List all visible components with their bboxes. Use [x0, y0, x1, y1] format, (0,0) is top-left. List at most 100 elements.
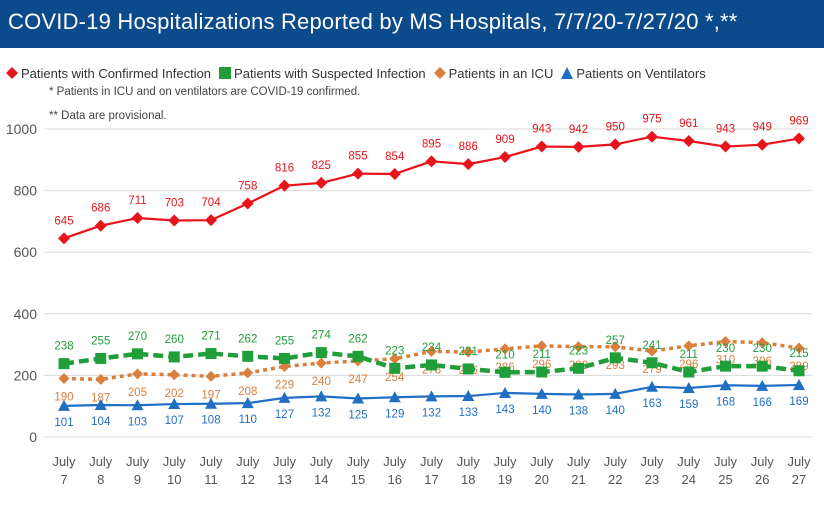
triangle-icon [561, 67, 574, 79]
data-label: 240 [312, 376, 331, 388]
data-label: 138 [569, 405, 588, 417]
series-line-1 [63, 350, 800, 375]
data-point-marker [352, 167, 364, 180]
data-label: 262 [238, 333, 257, 345]
x-tick-label: July [236, 454, 260, 469]
data-label: 271 [201, 331, 220, 343]
data-label: 140 [606, 405, 625, 417]
data-point-marker [572, 388, 585, 400]
diamond-icon [433, 67, 446, 79]
x-tick-label: July [126, 454, 150, 469]
data-label: 703 [165, 197, 184, 209]
x-tick-label: 12 [241, 472, 255, 487]
x-tick-label: 19 [498, 472, 512, 487]
x-tick-label: July [346, 454, 370, 469]
legend-label-suspected: Patients with Suspected Infection [234, 65, 426, 81]
legend-item-suspected: Patients with Suspected Infection [219, 66, 426, 81]
data-point-marker [352, 350, 364, 362]
x-tick-label: 27 [792, 472, 806, 487]
data-label: 975 [642, 114, 661, 126]
data-label: 257 [606, 335, 625, 347]
data-label: 210 [495, 349, 514, 361]
legend-item-confirmed: Patients with Confirmed Infection [6, 66, 211, 81]
data-point-marker [535, 387, 548, 399]
x-tick-label: July [567, 454, 591, 469]
data-label: 247 [348, 374, 367, 386]
data-label: 704 [201, 197, 221, 209]
legend-item-ventilators: Patients on Ventilators [561, 66, 706, 81]
data-point-marker [573, 362, 584, 374]
data-point-marker [756, 337, 768, 349]
x-tick-label: 14 [314, 472, 328, 487]
data-label: 950 [606, 121, 625, 133]
data-point-marker [388, 167, 401, 180]
x-tick-label: July [383, 454, 407, 469]
data-point-marker [168, 351, 180, 363]
data-point-marker [499, 343, 511, 355]
y-tick-label: 400 [14, 306, 38, 322]
data-label: 129 [385, 408, 404, 420]
x-tick-label: 13 [277, 472, 291, 487]
data-label: 127 [275, 409, 294, 421]
data-point-marker [168, 369, 180, 381]
data-label: 255 [91, 335, 110, 347]
data-label: 125 [348, 410, 367, 422]
data-point-marker [426, 345, 437, 357]
y-tick-label: 0 [29, 429, 37, 445]
x-tick-label: July [493, 454, 517, 469]
data-point-marker [278, 391, 291, 403]
legend-label-icu: Patients in an ICU [448, 65, 554, 81]
data-label: 230 [716, 343, 735, 355]
data-label: 202 [165, 388, 184, 400]
x-tick-label: July [163, 454, 187, 469]
data-point-marker [168, 398, 181, 410]
x-tick-label: 18 [461, 472, 475, 487]
data-point-marker [242, 367, 254, 379]
data-label: 825 [312, 160, 331, 172]
data-point-marker [132, 348, 143, 360]
x-tick-label: July [199, 454, 223, 469]
data-point-marker [572, 140, 585, 153]
data-label: 205 [128, 387, 147, 399]
data-label: 110 [239, 414, 257, 426]
data-label: 241 [642, 340, 661, 352]
data-point-marker [462, 363, 474, 375]
data-point-marker [720, 360, 731, 372]
x-tick-label: 7 [60, 472, 67, 487]
data-label: 187 [91, 392, 110, 404]
data-point-marker [683, 340, 695, 352]
diamond-icon [6, 67, 18, 79]
data-point-marker [241, 197, 254, 210]
data-label: 197 [201, 389, 220, 401]
data-label: 221 [459, 346, 478, 358]
x-tick-label: 23 [645, 472, 659, 487]
data-label: 223 [569, 345, 588, 357]
data-point-marker [573, 341, 584, 353]
data-point-marker [315, 176, 328, 189]
x-tick-label: July [457, 454, 481, 469]
data-point-marker [682, 382, 695, 394]
data-point-marker [389, 353, 401, 365]
y-tick-label: 1000 [6, 121, 37, 137]
x-tick-label: July [273, 454, 297, 469]
data-label: 711 [128, 195, 146, 207]
data-label: 238 [54, 341, 73, 353]
data-point-marker [536, 366, 548, 378]
data-label: 262 [348, 333, 367, 345]
data-point-marker [315, 390, 328, 402]
data-point-marker [756, 138, 769, 151]
data-point-marker [315, 347, 327, 359]
data-label: 270 [128, 331, 147, 343]
data-point-marker [58, 399, 70, 411]
data-label: 103 [128, 416, 147, 428]
data-point-marker [132, 368, 143, 380]
x-tick-label: 21 [571, 472, 585, 487]
data-point-marker [242, 350, 254, 362]
data-point-marker [58, 358, 70, 370]
data-label: 223 [385, 345, 404, 357]
x-tick-label: 20 [535, 472, 549, 487]
y-tick-label: 600 [14, 244, 38, 260]
data-label: 169 [789, 396, 808, 408]
data-point-marker [462, 390, 475, 402]
